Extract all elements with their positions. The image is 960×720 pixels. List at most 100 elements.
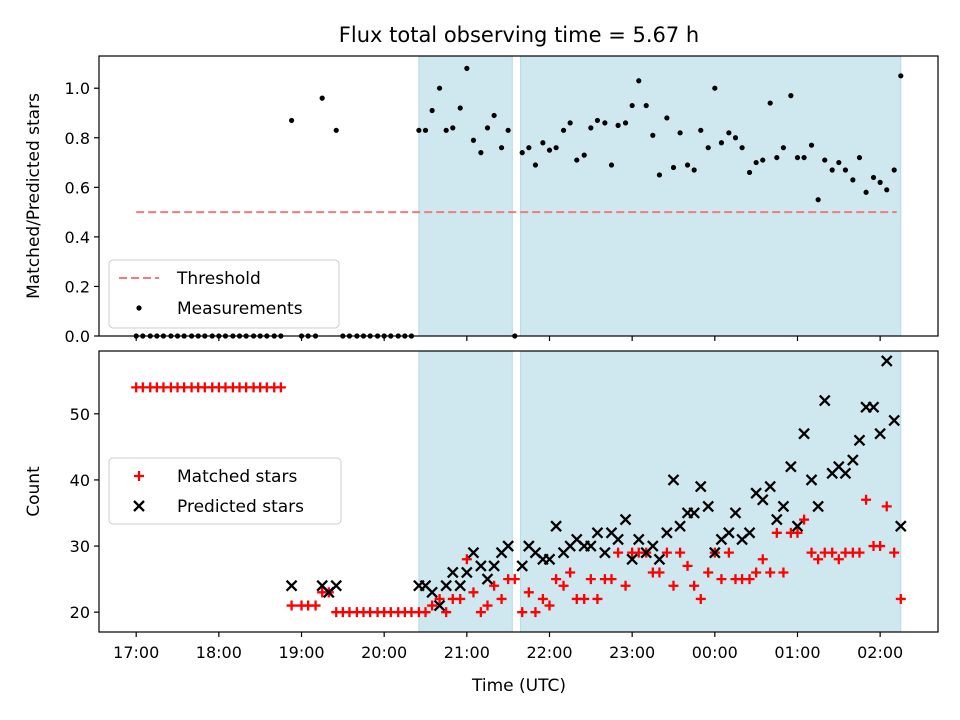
matched-point	[620, 580, 631, 591]
predicted-point	[612, 533, 624, 546]
legend-label: Matched stars	[177, 467, 297, 487]
matched-point	[806, 547, 817, 558]
matched-point	[509, 574, 520, 585]
predicted-point	[756, 493, 769, 506]
legend-predicted-marker	[133, 500, 145, 512]
predicted-point	[723, 527, 735, 539]
matched-point	[799, 514, 810, 525]
legend-box	[108, 259, 340, 329]
legend-matched-marker	[134, 471, 144, 481]
legend-label: Threshold	[176, 269, 261, 289]
matched-point	[558, 580, 569, 591]
predicted-point	[585, 540, 597, 552]
predicted-point	[791, 520, 804, 533]
measurement-point	[877, 179, 883, 185]
predicted-point	[461, 566, 473, 579]
measurement-point	[484, 125, 491, 131]
predicted-point	[702, 500, 715, 513]
predicted-point	[764, 480, 777, 493]
matched-point	[861, 494, 872, 505]
measurement-point	[898, 73, 904, 79]
y-axis-label: Matched/Predicted stars	[24, 93, 44, 299]
predicted-point	[785, 460, 797, 473]
matched-point	[517, 607, 528, 618]
predicted-point	[440, 579, 452, 592]
matched-point	[565, 567, 576, 578]
matched-point	[585, 574, 596, 585]
measurement-point	[670, 164, 677, 171]
matched-point	[771, 527, 782, 538]
measurement-point	[540, 140, 546, 146]
predicted-point	[888, 414, 901, 427]
predicted-point	[853, 434, 866, 447]
matched-point	[434, 593, 445, 604]
measurement-point	[836, 159, 842, 166]
matched-point	[723, 547, 734, 558]
measurement-point	[732, 135, 739, 141]
matched-point	[475, 607, 486, 618]
matched-point	[482, 600, 493, 611]
matched-point	[675, 547, 686, 558]
shaded-span	[418, 55, 513, 337]
axes-frame	[98, 55, 939, 337]
matched-point	[420, 607, 431, 618]
measurement-point	[698, 127, 704, 133]
predicted-point	[653, 553, 666, 566]
axes-frame	[98, 350, 939, 633]
matched-point	[695, 593, 706, 604]
measurement-point	[615, 122, 621, 128]
predicted-point	[812, 500, 824, 513]
predicted-point	[475, 560, 487, 572]
predicted-point	[619, 513, 632, 526]
predicted-point	[867, 401, 880, 414]
matched-point	[551, 574, 562, 585]
measurement-point	[788, 93, 794, 99]
measurement-point	[739, 145, 745, 151]
bottom-panel: 20 30 40 50 17:00 18:00 19:00 20:00 21:00 22:00 23…	[24, 350, 939, 662]
y-tick-label: 1.0	[65, 79, 90, 98]
measurement-point	[333, 127, 339, 133]
predicted-point	[632, 533, 645, 546]
predicted-point	[694, 480, 707, 493]
predicted-point	[818, 394, 831, 407]
measurement-point	[636, 78, 642, 84]
measurement-point	[643, 102, 649, 109]
x-tick-label: 00:00	[692, 643, 738, 662]
measurement-point	[602, 120, 608, 126]
measurement-point	[319, 95, 325, 101]
x-tick-label: 21:00	[444, 643, 490, 662]
matched-point	[537, 593, 548, 604]
y-tick-label: 0.2	[65, 277, 90, 296]
measurement-point	[491, 112, 497, 119]
measurement-point	[422, 127, 429, 133]
measurement-point	[464, 65, 470, 71]
matched-point	[496, 593, 507, 604]
predicted-point	[805, 474, 818, 486]
matched-point	[544, 600, 555, 611]
measurement-point	[815, 197, 821, 203]
measurement-point	[498, 145, 505, 151]
measurement-point	[760, 157, 766, 163]
predicted-point	[591, 527, 604, 539]
measurement-point	[808, 142, 815, 148]
measurement-point	[505, 127, 511, 133]
y-tick-label: 0.6	[65, 178, 90, 197]
x-tick-label: 19:00	[278, 643, 324, 662]
matched-point	[310, 600, 321, 611]
predicted-point	[847, 454, 859, 466]
matched-point	[716, 574, 727, 585]
predicted-point	[626, 553, 638, 566]
y-axis-label: Count	[24, 466, 44, 517]
y-tick-label: 0.0	[65, 327, 90, 346]
measurement-point	[622, 120, 629, 126]
matched-point	[592, 593, 603, 604]
predicted-point	[729, 507, 742, 519]
y-tick-label: 50	[70, 405, 90, 424]
x-tick-label: 23:00	[609, 643, 655, 662]
matched-point	[895, 593, 906, 604]
measurement-point	[774, 154, 780, 161]
matched-point	[286, 600, 297, 611]
matched-point	[689, 580, 700, 591]
measurement-point	[581, 152, 587, 158]
measurement-point	[884, 187, 890, 193]
